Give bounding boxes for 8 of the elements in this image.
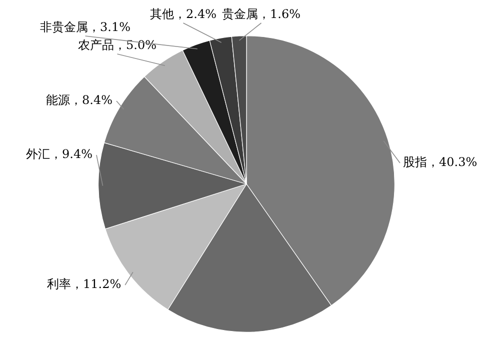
slice-label: 非贵金属，3.1% <box>40 20 130 34</box>
slice-label: 农产品，5.0% <box>78 38 156 52</box>
slice-label: 能源，8.4% <box>46 93 112 108</box>
slice-label: 利率，11.2% <box>47 277 122 292</box>
slice-label: 其他，2.4% <box>150 7 216 22</box>
slice-label: 股指，40.3% <box>403 155 478 170</box>
slice-label: 贵金属，1.6% <box>222 7 300 22</box>
slice-label: 外汇，9.4% <box>26 147 92 162</box>
